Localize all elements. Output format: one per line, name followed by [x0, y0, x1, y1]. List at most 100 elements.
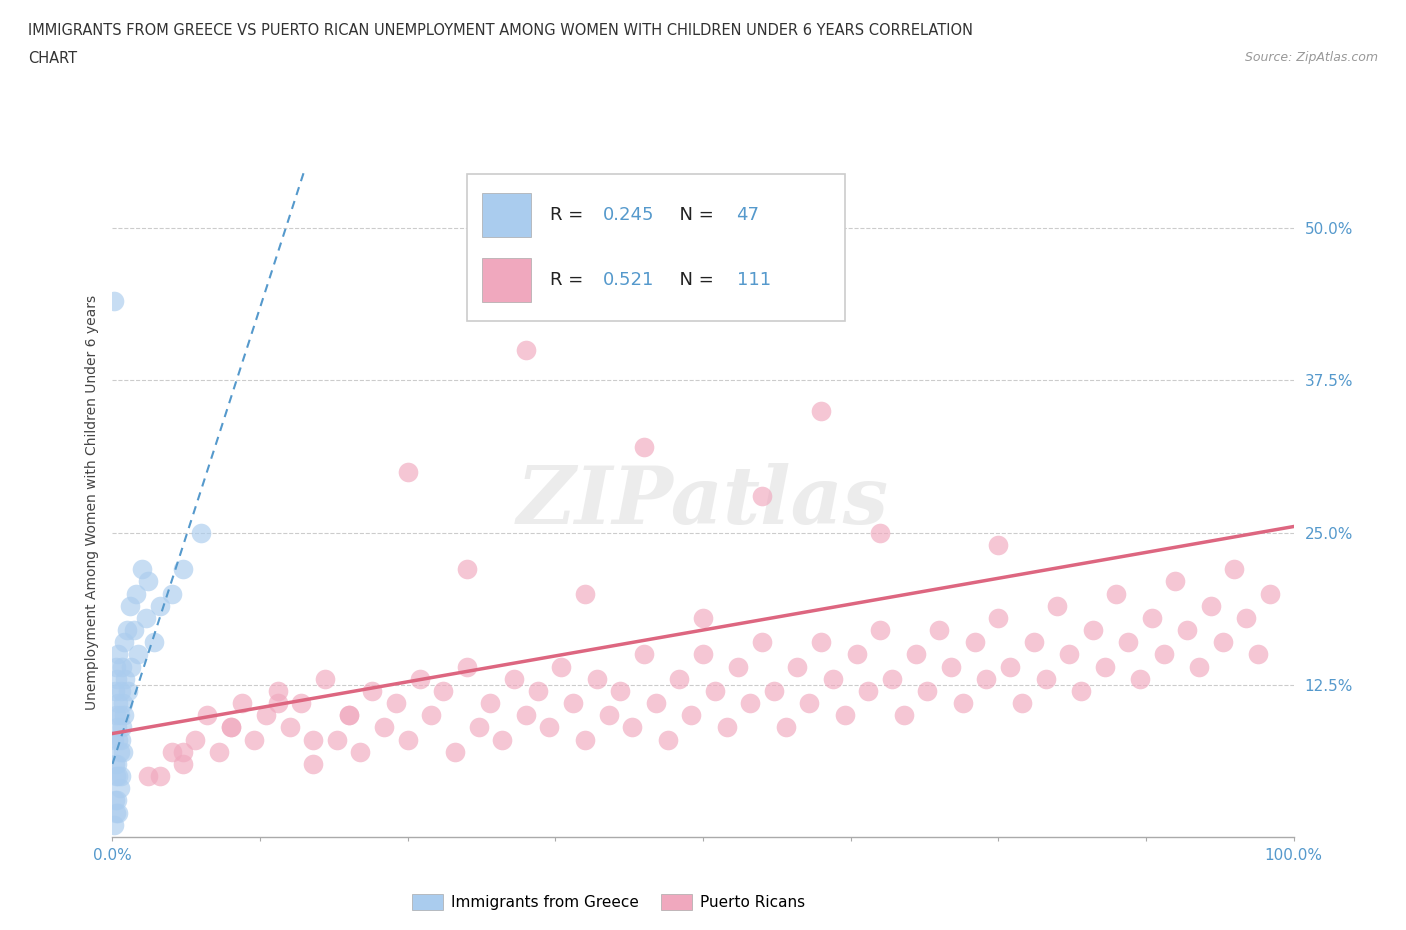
Point	[845, 647, 868, 662]
Point	[1199, 598, 1222, 613]
Point	[751, 635, 773, 650]
Point	[585, 671, 607, 686]
Point	[396, 732, 419, 747]
Point	[105, 793, 128, 808]
Point	[110, 769, 132, 784]
Text: R =: R =	[550, 206, 589, 224]
Point	[503, 671, 526, 686]
Point	[108, 781, 131, 796]
Point	[1081, 622, 1104, 637]
Point	[810, 404, 832, 418]
Point	[987, 610, 1010, 625]
Legend: Immigrants from Greece, Puerto Ricans: Immigrants from Greece, Puerto Ricans	[406, 888, 811, 916]
Point	[1188, 659, 1211, 674]
Point	[112, 744, 135, 759]
Point	[103, 817, 125, 832]
Text: 47: 47	[737, 206, 759, 224]
Point	[1223, 562, 1246, 577]
Point	[115, 622, 138, 637]
Text: ZIPatlas: ZIPatlas	[517, 463, 889, 541]
Point	[208, 744, 231, 759]
Point	[775, 720, 797, 735]
Point	[609, 684, 631, 698]
Point	[657, 732, 679, 747]
Point	[111, 659, 134, 674]
Point	[799, 696, 821, 711]
Point	[337, 708, 360, 723]
Point	[105, 659, 128, 674]
Point	[621, 720, 644, 735]
Point	[1234, 610, 1257, 625]
Point	[160, 586, 183, 601]
Point	[515, 342, 537, 357]
FancyBboxPatch shape	[467, 174, 845, 322]
Point	[869, 622, 891, 637]
Point	[692, 610, 714, 625]
Point	[120, 598, 142, 613]
Point	[880, 671, 903, 686]
Point	[869, 525, 891, 540]
Point	[786, 659, 808, 674]
Point	[810, 635, 832, 650]
Point	[114, 671, 136, 686]
Point	[692, 647, 714, 662]
Point	[107, 647, 129, 662]
Point	[103, 294, 125, 309]
Text: N =: N =	[668, 272, 720, 289]
Point	[952, 696, 974, 711]
Point	[108, 744, 131, 759]
Point	[120, 659, 142, 674]
Point	[112, 635, 135, 650]
Point	[107, 732, 129, 747]
Point	[976, 671, 998, 686]
Point	[598, 708, 620, 723]
Point	[108, 708, 131, 723]
Point	[408, 671, 430, 686]
Point	[112, 708, 135, 723]
Point	[302, 732, 325, 747]
Point	[1212, 635, 1234, 650]
Point	[110, 732, 132, 747]
Point	[219, 720, 242, 735]
Point	[149, 598, 172, 613]
Point	[1011, 696, 1033, 711]
Point	[302, 756, 325, 771]
Point	[117, 684, 139, 698]
Point	[1035, 671, 1057, 686]
Text: IMMIGRANTS FROM GREECE VS PUERTO RICAN UNEMPLOYMENT AMONG WOMEN WITH CHILDREN UN: IMMIGRANTS FROM GREECE VS PUERTO RICAN U…	[28, 23, 973, 38]
Point	[939, 659, 962, 674]
Point	[727, 659, 749, 674]
Point	[326, 732, 349, 747]
Point	[1247, 647, 1270, 662]
FancyBboxPatch shape	[482, 193, 531, 237]
Point	[105, 708, 128, 723]
Point	[1258, 586, 1281, 601]
Point	[107, 769, 129, 784]
Point	[491, 732, 513, 747]
Point	[1175, 622, 1198, 637]
Point	[893, 708, 915, 723]
Text: 0.245: 0.245	[603, 206, 655, 224]
Point	[104, 684, 127, 698]
Point	[172, 756, 194, 771]
Point	[373, 720, 395, 735]
Point	[1070, 684, 1092, 698]
Point	[110, 684, 132, 698]
Point	[105, 805, 128, 820]
Point	[668, 671, 690, 686]
Point	[103, 732, 125, 747]
Point	[142, 635, 165, 650]
Point	[184, 732, 207, 747]
Point	[1057, 647, 1080, 662]
Point	[1116, 635, 1139, 650]
Text: R =: R =	[550, 272, 589, 289]
Point	[1164, 574, 1187, 589]
Point	[917, 684, 939, 698]
Point	[267, 696, 290, 711]
Point	[349, 744, 371, 759]
Point	[526, 684, 548, 698]
Point	[1140, 610, 1163, 625]
Point	[928, 622, 950, 637]
Point	[105, 671, 128, 686]
Point	[111, 720, 134, 735]
